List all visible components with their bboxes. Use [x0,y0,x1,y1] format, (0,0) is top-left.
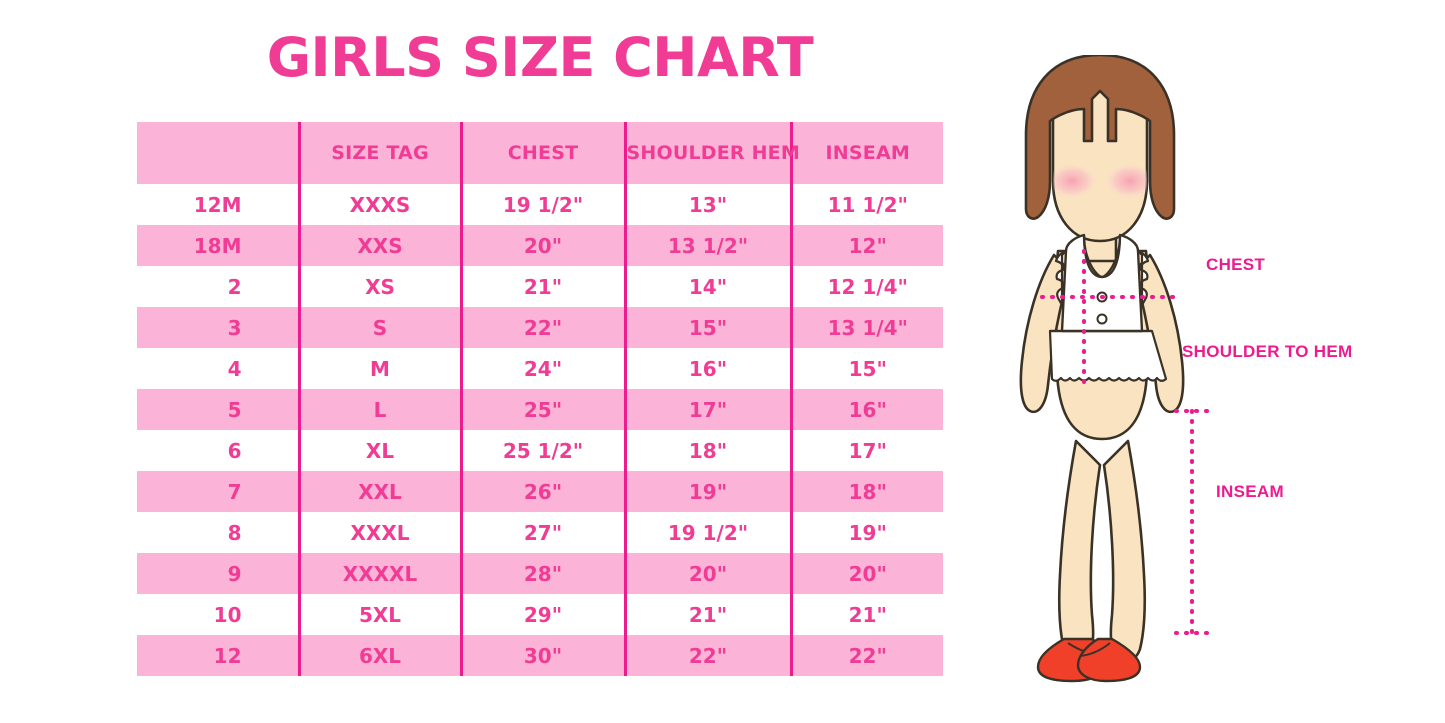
cell-chest: 26" [459,471,625,512]
size-chart-table-wrapper: SIZE TAG CHEST SHOULDER HEM INSEAM 12M XX… [137,122,943,676]
cell-size: 12M [137,184,299,225]
table-body: 12M XXXS 19 1/2" 13" 11 1/2" 18M XXS 20" 13 1/2"… [137,184,943,676]
cell-size-tag: XXS [297,225,461,266]
cell-inseam: 18" [789,471,943,512]
table-row: 5 L 25" 17" 16" [137,389,943,430]
cell-size: 9 [137,553,299,594]
table-row: 4 M 24" 16" 15" [137,348,943,389]
cell-inseam: 20" [789,553,943,594]
inseam-measure-line [1174,409,1210,635]
cell-size-tag: XXXS [297,184,461,225]
cell-shoulder-hem: 19 1/2" [623,512,791,553]
cell-inseam: 19" [789,512,943,553]
cell-size: 5 [137,389,299,430]
measurement-lines [1040,249,1178,387]
cell-chest: 25" [459,389,625,430]
cell-size-tag: L [297,389,461,430]
cell-inseam: 13 1/4" [789,307,943,348]
cell-size-tag: M [297,348,461,389]
table-row: 18M XXS 20" 13 1/2" 12" [137,225,943,266]
cell-size: 7 [137,471,299,512]
table-row: 12M XXXS 19 1/2" 13" 11 1/2" [137,184,943,225]
cell-inseam: 16" [789,389,943,430]
cell-size-tag: 6XL [297,635,461,676]
cell-size: 10 [137,594,299,635]
column-header-size-tag: SIZE TAG [297,122,461,184]
cell-shoulder-hem: 20" [623,553,791,594]
cell-inseam: 12" [789,225,943,266]
page-title: GIRLS SIZE CHART [266,26,814,89]
column-header-shoulder-hem: SHOULDER HEM [623,122,800,184]
cell-inseam: 22" [789,635,943,676]
table-row: 10 5XL 29" 21" 21" [137,594,943,635]
label-shoulder-to-hem: SHOULDER TO HEM [1182,342,1353,361]
label-inseam: INSEAM [1216,482,1284,501]
table-row: 3 S 22" 15" 13 1/4" [137,307,943,348]
cell-chest: 22" [459,307,625,348]
cell-shoulder-hem: 21" [623,594,791,635]
label-chest: CHEST [1206,255,1266,274]
size-chart-table: SIZE TAG CHEST SHOULDER HEM INSEAM 12M XX… [137,122,943,676]
table-row: 6 XL 25 1/2" 18" 17" [137,430,943,471]
table-row: 2 XS 21" 14" 12 1/4" [137,266,943,307]
cell-size-tag: XXXXL [297,553,461,594]
cell-size-tag: XXXL [297,512,461,553]
cell-chest: 27" [459,512,625,553]
cell-chest: 21" [459,266,625,307]
cell-size: 6 [137,430,299,471]
cell-size-tag: XXL [297,471,461,512]
cell-inseam: 12 1/4" [789,266,943,307]
cell-inseam: 21" [789,594,943,635]
cell-chest: 20" [459,225,625,266]
column-header-inseam: INSEAM [789,122,943,184]
table-row: 12 6XL 30" 22" 22" [137,635,943,676]
cell-shoulder-hem: 16" [623,348,791,389]
cell-inseam: 17" [789,430,943,471]
cell-shoulder-hem: 14" [623,266,791,307]
table-row: 7 XXL 26" 19" 18" [137,471,943,512]
column-header-size [137,122,299,184]
cell-shoulder-hem: 19" [623,471,791,512]
cell-chest: 28" [459,553,625,594]
cell-size: 18M [137,225,299,266]
cell-size: 2 [137,266,299,307]
column-header-chest: CHEST [459,122,625,184]
figure-garment [1048,233,1168,382]
cell-chest: 25 1/2" [459,430,625,471]
cell-size: 3 [137,307,299,348]
table-row: 9 XXXXL 28" 20" 20" [137,553,943,594]
cell-size-tag: 5XL [297,594,461,635]
cell-chest: 29" [459,594,625,635]
cell-size-tag: XL [297,430,461,471]
figure-shoes [1036,637,1142,683]
button-icon [1096,313,1108,325]
cell-shoulder-hem: 17" [623,389,791,430]
cell-size: 8 [137,512,299,553]
cell-inseam: 15" [789,348,943,389]
girl-illustration [980,55,1445,695]
cell-shoulder-hem: 13 1/2" [623,225,791,266]
cell-size-tag: XS [297,266,461,307]
cell-shoulder-hem: 22" [623,635,791,676]
cell-chest: 30" [459,635,625,676]
cell-inseam: 11 1/2" [789,184,943,225]
cell-size-tag: S [297,307,461,348]
cell-shoulder-hem: 18" [623,430,791,471]
table-header-row: SIZE TAG CHEST SHOULDER HEM INSEAM [137,122,943,184]
blush-cheeks [1053,164,1147,198]
cell-shoulder-hem: 13" [623,184,791,225]
cell-size: 12 [137,635,299,676]
cell-chest: 24" [459,348,625,389]
cell-chest: 19 1/2" [459,184,625,225]
table-header: SIZE TAG CHEST SHOULDER HEM INSEAM [137,122,943,184]
table-row: 8 XXXL 27" 19 1/2" 19" [137,512,943,553]
cell-size: 4 [137,348,299,389]
cell-shoulder-hem: 15" [623,307,791,348]
